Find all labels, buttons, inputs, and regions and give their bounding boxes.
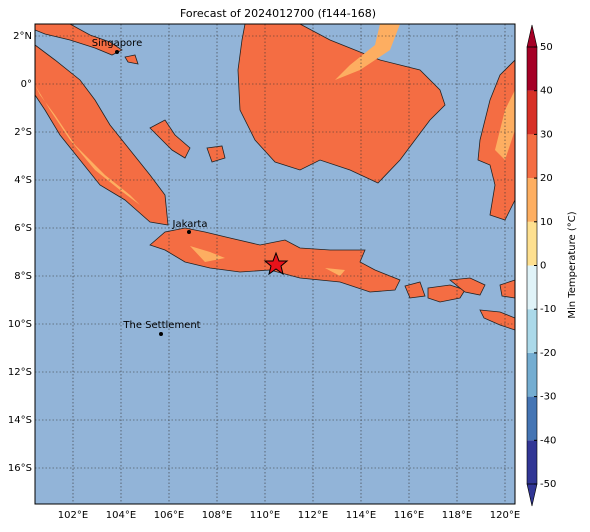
longitude-label: 102°E [58,510,88,521]
colorbar-segment [527,47,537,91]
colorbar-label: Min Temperature (°C) [567,211,578,318]
colorbar-segment [527,221,537,266]
latitude-label: 6°S [14,223,32,234]
latitude-label: 10°S [8,319,32,330]
colorbar-tick-label: 30 [540,129,553,140]
place-label: Singapore [92,38,142,49]
place-marker [187,230,191,234]
map-frame [34,23,516,505]
place-label: Jakarta [172,219,208,230]
colorbar-tick-label: -30 [540,392,556,403]
place-marker [159,332,163,336]
longitude-label: 112°E [298,510,328,521]
longitude-label: 116°E [394,510,424,521]
colorbar-tick-label: 10 [540,217,553,228]
colorbar-segment [527,440,537,484]
latitude-label: 2°N [13,31,32,42]
star-marker [263,251,289,276]
colorbar-tick-label: 0 [540,261,546,272]
latitude-label: 4°S [14,175,32,186]
longitude-label: 118°E [442,510,472,521]
colorbar-tick-label: 50 [540,42,553,53]
colorbar-tick-label: 20 [540,173,553,184]
latitude-label: 16°S [8,463,32,474]
colorbar-extend-bottom [526,483,538,507]
colorbar-tick-label: -40 [540,435,556,446]
colorbar-tick-label: -20 [540,348,556,359]
colorbar-segment [527,309,537,353]
longitude-label: 110°E [250,510,280,521]
colorbar-extend-top [526,24,538,48]
colorbar-tick-label: -50 [540,479,556,490]
place-marker [115,50,119,54]
colorbar-segment [527,134,537,179]
colorbar-tick-label: -10 [540,304,556,315]
colorbar-segment [527,265,537,310]
longitude-label: 104°E [106,510,136,521]
colorbar-segment [527,90,537,135]
colorbar-segment [527,396,537,441]
colorbar-segment [527,352,537,397]
map-title: Forecast of 2024012700 (f144-168) [180,7,376,20]
colorbar-tick-label: 40 [540,86,553,97]
latitude-label: 0° [21,79,32,90]
colorbar-segment [527,178,537,222]
longitude-label: 114°E [346,510,376,521]
longitude-label: 108°E [202,510,232,521]
latitude-label: 2°S [14,127,32,138]
latitude-label: 12°S [8,367,32,378]
latitude-label: 14°S [8,415,32,426]
longitude-label: 106°E [154,510,184,521]
place-label: The Settlement [122,320,200,331]
longitude-label: 120°E [490,510,520,521]
latitude-label: 8°S [14,271,32,282]
